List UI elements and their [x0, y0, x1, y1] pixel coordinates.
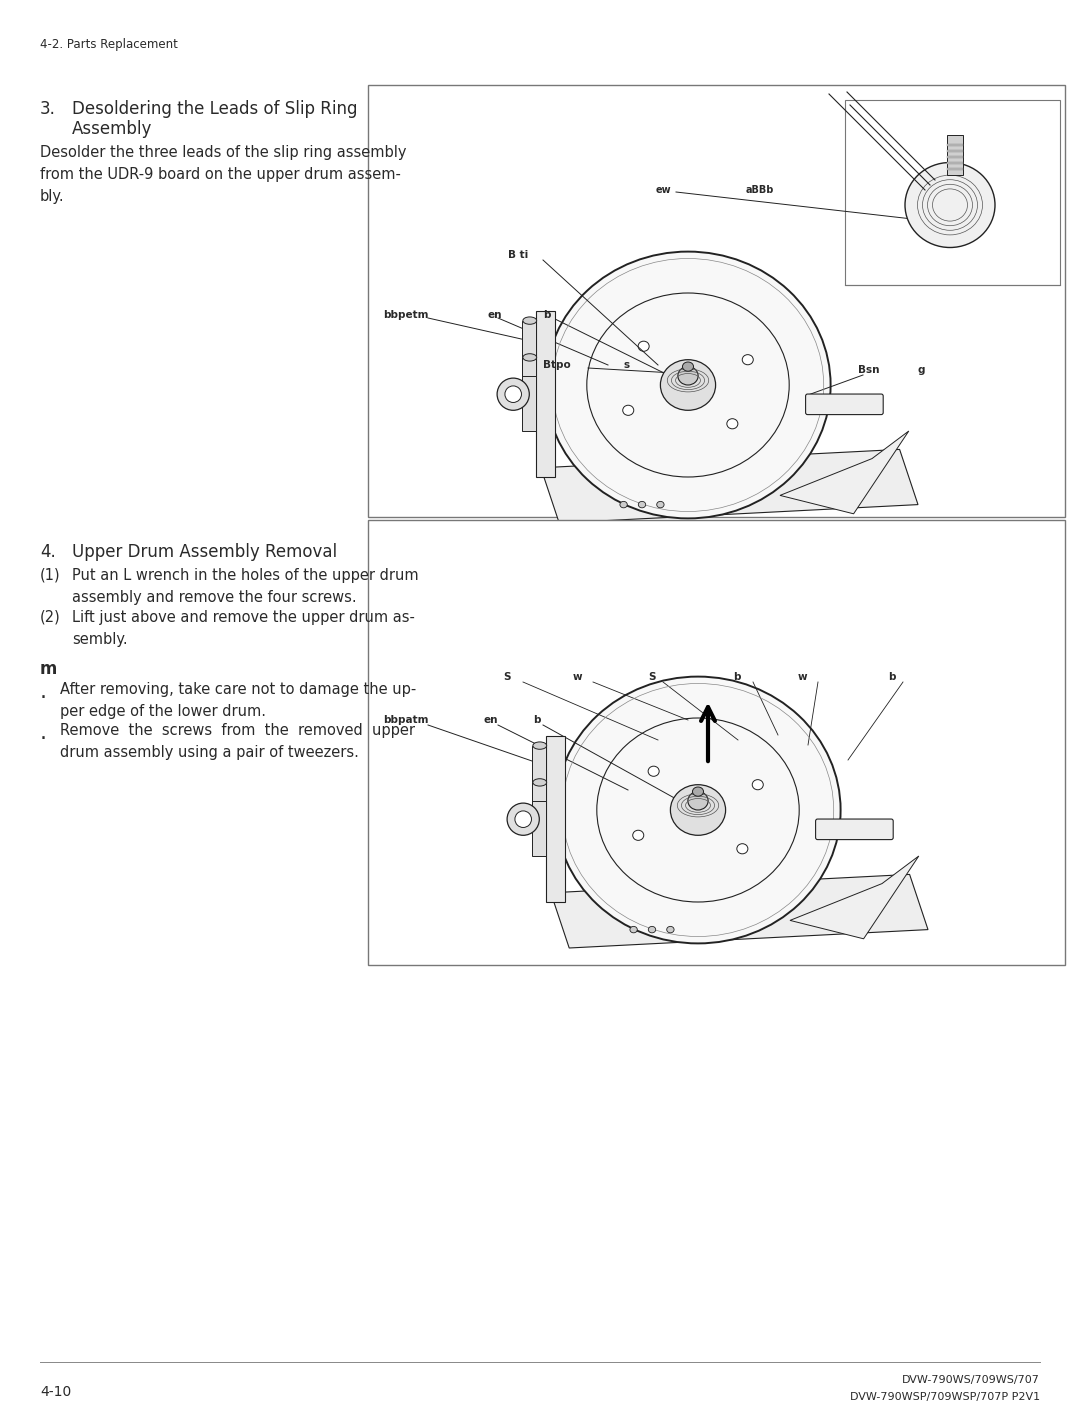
- Ellipse shape: [638, 502, 646, 507]
- Ellipse shape: [678, 367, 698, 385]
- Ellipse shape: [648, 766, 659, 777]
- Text: en: en: [488, 311, 502, 320]
- Text: b: b: [543, 311, 551, 320]
- Text: bbpetm: bbpetm: [383, 311, 429, 320]
- Text: S: S: [648, 672, 656, 681]
- Text: w: w: [798, 672, 808, 681]
- Ellipse shape: [505, 386, 522, 402]
- FancyBboxPatch shape: [806, 393, 883, 414]
- Bar: [947, 143, 963, 146]
- Ellipse shape: [688, 791, 708, 811]
- Bar: [947, 150, 963, 152]
- Text: B ti: B ti: [508, 250, 528, 260]
- Text: DVW-790WS/709WS/707: DVW-790WS/709WS/707: [902, 1375, 1040, 1385]
- Text: (1): (1): [40, 568, 60, 583]
- Ellipse shape: [633, 830, 644, 840]
- Text: Remove  the  screws  from  the  removed  upper
drum assembly using a pair of twe: Remove the screws from the removed upper…: [60, 724, 415, 760]
- Text: After removing, take care not to damage the up-
per edge of the lower drum.: After removing, take care not to damage …: [60, 681, 416, 719]
- Polygon shape: [551, 874, 928, 948]
- Text: b: b: [534, 715, 540, 725]
- Bar: [523, 357, 536, 431]
- Ellipse shape: [620, 502, 627, 507]
- Text: Btpo: Btpo: [543, 360, 570, 370]
- Ellipse shape: [523, 354, 537, 361]
- Text: 4-2. Parts Replacement: 4-2. Parts Replacement: [40, 38, 178, 51]
- Text: .: .: [40, 724, 48, 743]
- Ellipse shape: [671, 785, 726, 836]
- Bar: [546, 736, 565, 902]
- Text: w: w: [573, 672, 582, 681]
- Text: Lift just above and remove the upper drum as-
sembly.: Lift just above and remove the upper dru…: [72, 610, 415, 648]
- Text: s: s: [623, 360, 630, 370]
- Text: g: g: [918, 365, 926, 375]
- Text: S: S: [503, 672, 511, 681]
- Ellipse shape: [638, 341, 649, 351]
- Text: Desolder the three leads of the slip ring assembly
from the UDR-9 board on the u: Desolder the three leads of the slip rin…: [40, 145, 406, 204]
- Ellipse shape: [660, 360, 716, 410]
- Text: b: b: [733, 672, 741, 681]
- Text: (2): (2): [40, 610, 60, 625]
- Bar: [947, 169, 963, 170]
- Bar: [536, 312, 555, 478]
- Ellipse shape: [630, 926, 637, 933]
- Text: 4.: 4.: [40, 542, 56, 561]
- Text: Bsn: Bsn: [858, 365, 879, 375]
- FancyBboxPatch shape: [815, 819, 893, 840]
- Ellipse shape: [508, 804, 539, 836]
- Ellipse shape: [523, 318, 537, 325]
- Text: b: b: [888, 672, 895, 681]
- Ellipse shape: [532, 778, 546, 785]
- Text: 3.: 3.: [40, 100, 56, 118]
- Ellipse shape: [727, 419, 738, 429]
- Bar: [368, 84, 1065, 517]
- Text: .: .: [40, 681, 48, 702]
- Text: Desoldering the Leads of Slip Ring: Desoldering the Leads of Slip Ring: [72, 100, 357, 118]
- Text: m: m: [40, 660, 57, 679]
- Ellipse shape: [666, 926, 674, 933]
- Ellipse shape: [657, 502, 664, 507]
- Text: aBBb: aBBb: [746, 185, 774, 195]
- Text: en: en: [483, 715, 498, 725]
- Text: Upper Drum Assembly Removal: Upper Drum Assembly Removal: [72, 542, 337, 561]
- Ellipse shape: [545, 251, 831, 518]
- Ellipse shape: [648, 926, 656, 933]
- Polygon shape: [789, 856, 919, 939]
- Polygon shape: [780, 431, 908, 514]
- Ellipse shape: [692, 787, 703, 797]
- Text: bbpatm: bbpatm: [383, 715, 429, 725]
- Text: 4-10: 4-10: [40, 1385, 71, 1399]
- Text: DVW-790WSP/709WSP/707P P2V1: DVW-790WSP/709WSP/707P P2V1: [850, 1392, 1040, 1402]
- Bar: [947, 156, 963, 157]
- Bar: [368, 520, 1065, 965]
- Ellipse shape: [515, 811, 531, 828]
- Ellipse shape: [737, 843, 747, 854]
- Bar: [532, 783, 546, 856]
- Bar: [523, 320, 536, 375]
- Text: Put an L wrench in the holes of the upper drum
assembly and remove the four scre: Put an L wrench in the holes of the uppe…: [72, 568, 419, 606]
- Ellipse shape: [555, 677, 840, 943]
- Bar: [947, 162, 963, 164]
- Ellipse shape: [905, 163, 995, 247]
- Ellipse shape: [753, 780, 764, 790]
- Bar: [947, 135, 963, 176]
- Polygon shape: [541, 450, 918, 523]
- Ellipse shape: [683, 362, 693, 371]
- Ellipse shape: [532, 742, 546, 749]
- Text: ew: ew: [656, 185, 672, 195]
- Ellipse shape: [623, 405, 634, 416]
- Bar: [532, 746, 546, 801]
- Ellipse shape: [497, 378, 529, 410]
- Ellipse shape: [742, 354, 753, 365]
- Text: Assembly: Assembly: [72, 119, 152, 138]
- Bar: [845, 100, 1059, 285]
